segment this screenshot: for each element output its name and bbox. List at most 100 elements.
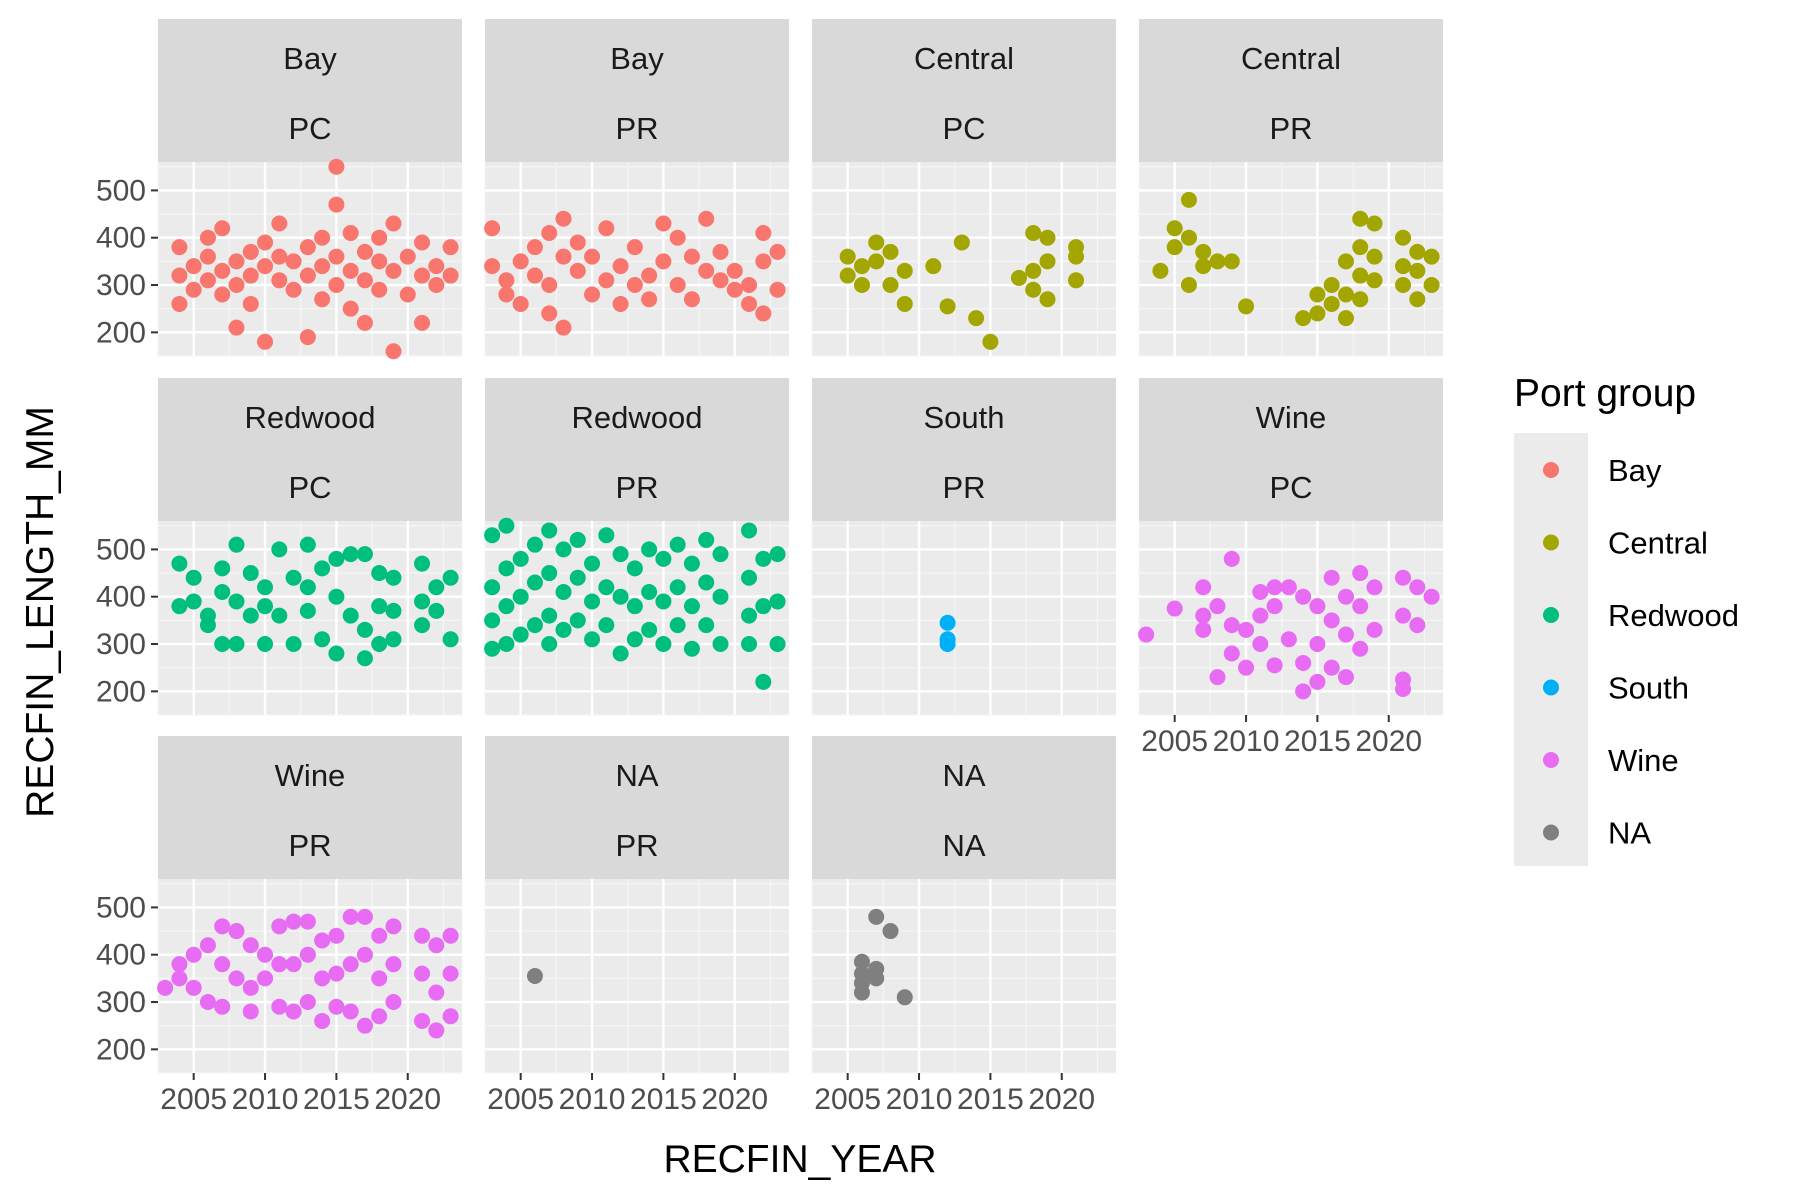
data-point [1195,621,1212,638]
facet-panel: Central PR [1138,19,1443,357]
data-point [641,291,658,308]
data-point [1352,210,1369,227]
data-point [1323,612,1340,629]
data-point [257,598,274,615]
data-point [299,946,316,963]
data-point [428,277,445,294]
legend-key [1543,607,1559,623]
facet-strip-label-bottom: PR [615,470,658,505]
data-point [385,631,402,648]
data-point [526,968,543,984]
x-tick-label: 2005 [814,1083,881,1116]
data-point [157,979,174,996]
data-point [214,918,231,935]
x-tick-label: 2005 [160,1083,227,1116]
data-point [442,569,459,586]
data-point [1025,224,1042,241]
data-point [1409,291,1426,308]
y-tick-label: 300 [96,986,146,1019]
data-point [541,607,558,624]
y-tick-label: 400 [96,581,146,614]
data-point [414,555,431,572]
data-point [555,210,572,227]
x-tick-label: 2005 [1141,725,1208,758]
data-point [442,267,459,284]
data-point [598,527,615,544]
panel-background [158,879,462,1073]
data-point [853,277,870,294]
data-point [612,295,629,312]
data-point [839,267,856,284]
data-point [228,277,245,294]
data-point [1423,588,1440,605]
data-point [1295,683,1312,700]
y-tick-label: 300 [96,269,146,302]
data-point [868,253,885,270]
data-point [626,560,643,577]
data-point [626,239,643,256]
data-point [1352,291,1369,308]
data-point [755,673,772,690]
data-point [741,295,758,312]
data-point [1166,239,1183,256]
data-point [968,310,985,327]
data-point [541,224,558,241]
data-point [1409,243,1426,260]
facet-panels: BayPCBayPRCentralPCCentralPRRedwoodPCRed… [157,19,1443,1074]
data-point [185,946,202,963]
data-point [1395,569,1412,586]
facet-panel: Bay PR [484,19,789,357]
data-point [342,1003,359,1020]
data-point [868,970,885,987]
data-point [299,602,316,619]
data-point [555,621,572,638]
facet-panel: South PR [811,378,1116,716]
data-point [1323,659,1340,676]
data-point [1180,191,1197,208]
x-tick-label: 2010 [886,1083,953,1116]
data-point [414,617,431,634]
data-point [414,1012,431,1029]
data-point [484,579,501,596]
data-point [385,956,402,973]
legend-key-background [1514,433,1588,866]
data-point [882,923,899,940]
data-point [939,614,956,631]
data-point [1309,673,1326,690]
data-point [1309,286,1326,303]
data-point [1323,569,1340,586]
data-point [1180,229,1197,246]
data-point [171,598,188,615]
data-point [584,286,601,303]
data-point [598,272,615,289]
data-point [484,220,501,237]
data-point [1309,305,1326,322]
data-point [342,546,359,563]
data-point [271,272,288,289]
data-point [1309,636,1326,653]
data-point [285,569,302,586]
data-point [328,645,345,662]
data-point [257,258,274,275]
data-point [683,640,700,657]
facet-strip [158,736,462,879]
legend-label: NA [1608,816,1651,851]
data-point [385,918,402,935]
data-point [1423,277,1440,294]
data-point [555,248,572,265]
facet-strip-label-bottom: PR [1269,111,1312,146]
data-point [1195,607,1212,624]
data-point [584,593,601,610]
facet-strip-label-top: NA [942,758,985,793]
legend-label: South [1608,671,1689,706]
data-point [1223,550,1240,567]
data-point [1280,631,1297,648]
data-point [442,927,459,944]
data-point [612,546,629,563]
data-point [1238,659,1255,676]
data-point [214,583,231,600]
facet-panel: Bay PC [157,19,462,360]
data-point [328,998,345,1015]
x-tick-label: 2020 [1028,1083,1095,1116]
data-point [314,932,331,949]
